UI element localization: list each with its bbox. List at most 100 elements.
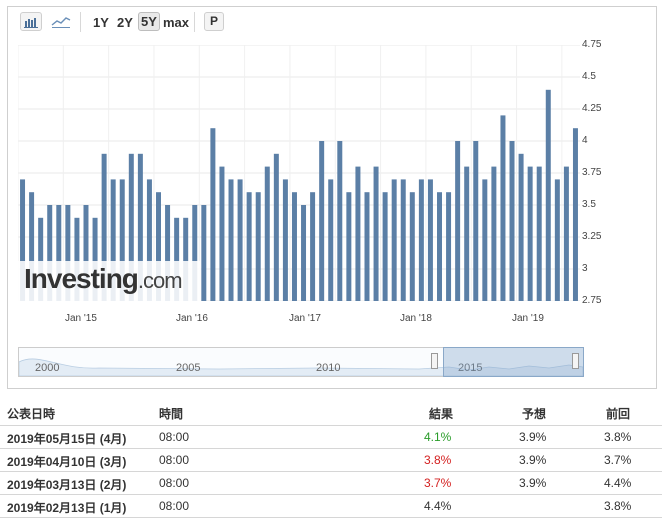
bar[interactable] [29, 192, 35, 301]
print-button[interactable]: P [204, 12, 224, 31]
bar[interactable] [119, 179, 125, 301]
bar[interactable] [101, 153, 107, 301]
bar[interactable] [38, 217, 44, 301]
bar[interactable] [337, 141, 343, 301]
bar[interactable] [427, 179, 433, 301]
bar[interactable] [192, 205, 198, 301]
x-tick-label: Jan '19 [512, 313, 544, 324]
y-tick-label: 4 [582, 135, 588, 146]
line-chart-icon[interactable] [50, 13, 72, 31]
bar[interactable] [536, 166, 542, 301]
bar[interactable] [110, 179, 116, 301]
bar[interactable] [219, 166, 225, 301]
bar[interactable] [282, 179, 288, 301]
navigator-right-handle[interactable] [572, 353, 579, 369]
bar[interactable] [545, 89, 551, 301]
bar[interactable] [328, 179, 334, 301]
bar[interactable] [473, 141, 479, 301]
bar[interactable] [246, 192, 252, 301]
x-tick-label: Jan '17 [289, 313, 321, 324]
bar[interactable] [146, 179, 152, 301]
cell-time: 08:00 [159, 453, 190, 467]
bar[interactable] [409, 192, 415, 301]
bar[interactable] [210, 128, 216, 301]
cell-forecast: 3.9% [519, 453, 547, 467]
bar[interactable] [400, 179, 406, 301]
bar[interactable] [500, 115, 506, 301]
cell-date: 2019年05月15日 (4月) [7, 432, 127, 446]
bar[interactable] [364, 192, 370, 301]
cell-actual: 4.1% [424, 430, 452, 444]
cell-actual: 3.8% [424, 453, 452, 467]
navigator-selection[interactable] [443, 347, 584, 377]
bar[interactable] [446, 192, 452, 301]
bar[interactable] [455, 141, 461, 301]
bar[interactable] [228, 179, 234, 301]
cell-previous: 3.7% [604, 453, 632, 467]
bar[interactable] [74, 217, 80, 301]
navigator-label-2005: 2005 [176, 362, 201, 374]
bar[interactable] [156, 192, 161, 301]
bar[interactable] [527, 166, 533, 301]
cell-forecast: 3.9% [519, 430, 547, 444]
navigator-left-handle[interactable] [431, 353, 438, 369]
bar[interactable] [264, 166, 270, 301]
bar[interactable] [47, 205, 53, 301]
bar[interactable] [128, 153, 134, 301]
bar[interactable] [437, 192, 442, 301]
bar[interactable] [83, 205, 89, 301]
bar[interactable] [174, 217, 180, 301]
bar[interactable] [56, 205, 62, 301]
watermark-backdrop [18, 261, 201, 301]
bar[interactable] [554, 179, 560, 301]
bar[interactable] [464, 166, 470, 301]
header-forecast: 予想 [522, 407, 547, 421]
bar[interactable] [301, 205, 307, 301]
bar[interactable] [509, 141, 515, 301]
y-tick-label: 4.5 [582, 71, 596, 82]
cell-actual: 4.4% [424, 499, 452, 513]
cell-forecast: 3.9% [519, 476, 547, 490]
x-tick-label: Jan '16 [176, 313, 208, 324]
range-1y-button[interactable]: 1Y [93, 15, 109, 30]
bar[interactable] [391, 179, 397, 301]
y-tick-label: 2.75 [582, 295, 602, 306]
bar[interactable] [319, 141, 325, 301]
header-date: 公表日時 [7, 407, 56, 421]
range-max-button[interactable]: max [163, 15, 190, 30]
bar[interactable] [183, 217, 189, 301]
bar[interactable] [273, 153, 279, 301]
row-divider [0, 425, 662, 426]
range-5y-button[interactable]: 5Y [138, 12, 160, 31]
bar[interactable] [482, 179, 488, 301]
bar[interactable] [237, 179, 243, 301]
bar[interactable] [572, 128, 578, 301]
bar[interactable] [518, 153, 524, 301]
bar[interactable] [373, 166, 379, 301]
cell-previous: 3.8% [604, 430, 632, 444]
bar[interactable] [346, 192, 352, 301]
bar[interactable] [255, 192, 261, 301]
bar[interactable] [418, 179, 424, 301]
bar[interactable] [310, 192, 316, 301]
bar[interactable] [65, 205, 71, 301]
cell-time: 08:00 [159, 430, 190, 444]
bar[interactable] [291, 192, 297, 301]
range-2y-button[interactable]: 2Y [117, 15, 133, 30]
row-divider [0, 471, 662, 472]
header-actual: 結果 [429, 407, 454, 421]
bar[interactable] [563, 166, 569, 301]
bar[interactable] [137, 153, 143, 301]
bar[interactable] [355, 166, 361, 301]
chart-panel: 1Y 2Y 5Y max P 4.75 4.5 4.25 4 3.75 3.5 3.25 3 2… [7, 6, 657, 389]
bar[interactable] [20, 179, 26, 301]
x-tick-label: Jan '15 [65, 313, 97, 324]
header-previous: 前回 [606, 407, 631, 421]
bar[interactable] [92, 217, 98, 301]
bar[interactable] [382, 192, 388, 301]
bar-chart-icon[interactable] [20, 12, 42, 31]
bar[interactable] [165, 205, 171, 301]
bar[interactable] [491, 166, 497, 301]
range-navigator[interactable] [18, 347, 584, 377]
bar[interactable] [201, 205, 207, 301]
